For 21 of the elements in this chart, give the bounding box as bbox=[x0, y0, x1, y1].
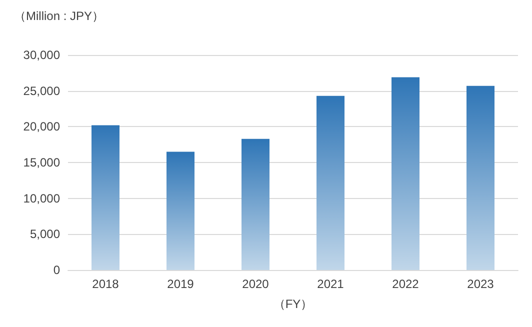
y-tick-label: 5,000 bbox=[30, 227, 60, 242]
bar bbox=[242, 138, 270, 270]
x-tick-label: 2018 bbox=[92, 277, 120, 291]
bar bbox=[466, 86, 494, 270]
y-tick-label: 0 bbox=[53, 263, 60, 277]
bar bbox=[166, 152, 194, 270]
x-axis-title: （FY） bbox=[273, 297, 313, 311]
bar bbox=[316, 96, 344, 270]
y-tick-label: 10,000 bbox=[23, 191, 60, 206]
x-tick-label: 2023 bbox=[467, 277, 494, 291]
y-tick-label: 20,000 bbox=[23, 120, 60, 134]
y-axis-title: （Million : JPY） bbox=[14, 9, 104, 23]
x-tick-label: 2021 bbox=[317, 277, 344, 291]
x-tick-label: 2019 bbox=[167, 277, 194, 291]
x-tick-label: 2020 bbox=[242, 277, 270, 291]
x-tick-label: 2022 bbox=[392, 277, 420, 291]
y-tick-label: 15,000 bbox=[23, 156, 60, 170]
y-tick-label: 30,000 bbox=[23, 48, 60, 62]
bar bbox=[392, 77, 420, 270]
y-tick-label: 25,000 bbox=[23, 84, 60, 98]
bar bbox=[92, 125, 120, 270]
